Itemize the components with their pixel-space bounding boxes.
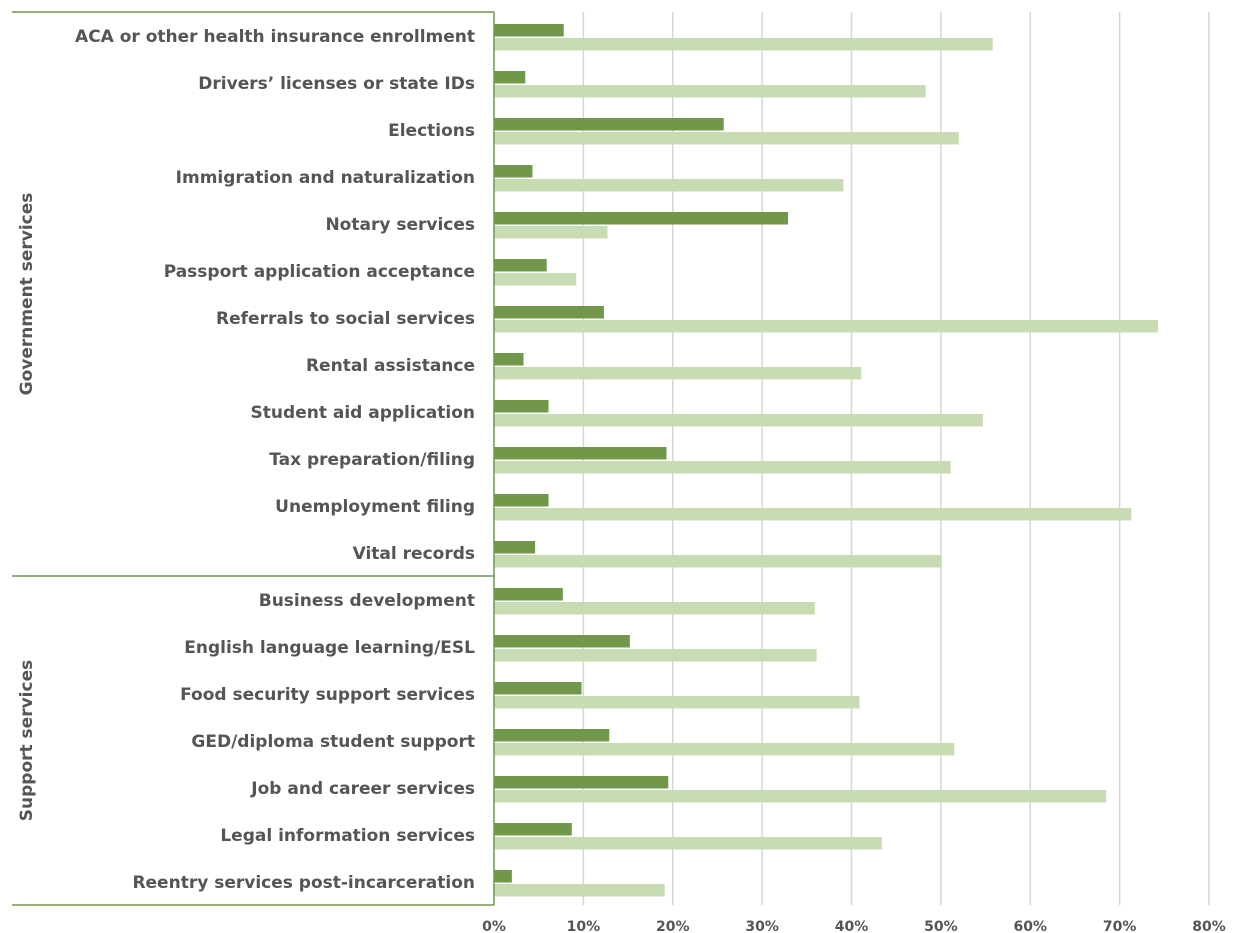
bar-series-2 (494, 884, 665, 897)
category-label: Job and career services (250, 779, 475, 799)
category-label: GED/diploma student support (191, 732, 475, 752)
bar-series-2 (494, 508, 1132, 521)
bar-series-2 (494, 696, 860, 709)
bar-series-1 (494, 870, 512, 883)
category-label: Unemployment filing (275, 497, 475, 517)
category-label: English language learning/ESL (184, 638, 475, 658)
bar-series-2 (494, 649, 817, 662)
category-label: Passport application acceptance (164, 262, 475, 282)
category-label: Legal information services (220, 826, 475, 846)
category-label: Business development (259, 591, 475, 611)
bar-series-2 (494, 555, 942, 568)
category-label: Reentry services post-incarceration (132, 873, 475, 893)
category-label: Vital records (353, 544, 475, 564)
bar-series-1 (494, 823, 572, 836)
category-label: Notary services (325, 215, 475, 235)
x-tick-label: 80% (1192, 919, 1226, 933)
bar-series-1 (494, 71, 526, 84)
bar-series-2 (494, 743, 955, 756)
bar-series-2 (494, 132, 959, 145)
x-tick-label: 10% (567, 919, 601, 933)
bar-series-2 (494, 837, 882, 850)
bar-series-1 (494, 729, 610, 742)
category-label: Drivers’ licenses or state IDs (198, 74, 475, 94)
bar-series-1 (494, 588, 563, 601)
bar-series-1 (494, 24, 564, 37)
bar-series-1 (494, 447, 667, 460)
category-label: Food security support services (180, 685, 475, 705)
x-tick-label: 70% (1103, 919, 1137, 933)
bar-series-1 (494, 306, 604, 319)
category-label: Student aid application (251, 403, 475, 423)
group-label: Support services (17, 660, 37, 821)
category-label: Rental assistance (306, 356, 475, 376)
x-tick-label: 50% (924, 919, 958, 933)
bar-series-1 (494, 259, 547, 272)
bar-series-2 (494, 790, 1107, 803)
bar-series-2 (494, 602, 815, 615)
bar-series-2 (494, 461, 951, 474)
bar-series-2 (494, 226, 608, 239)
bar-series-2 (494, 85, 926, 98)
x-tick-label: 30% (745, 919, 779, 933)
bar-series-2 (494, 367, 862, 380)
x-tick-label: 0% (482, 919, 506, 933)
bar-series-1 (494, 165, 533, 178)
category-label: Elections (388, 121, 475, 141)
bar-series-2 (494, 179, 844, 192)
category-label: Tax preparation/filing (269, 450, 475, 470)
bar-series-1 (494, 682, 582, 695)
bar-series-1 (494, 212, 789, 225)
bar-series-1 (494, 118, 724, 131)
bar-series-1 (494, 776, 669, 789)
x-tick-label: 20% (656, 919, 690, 933)
bar-series-1 (494, 400, 549, 413)
category-label: Immigration and naturalization (176, 168, 475, 188)
bar-series-1 (494, 494, 549, 507)
x-tick-label: 60% (1013, 919, 1047, 933)
x-tick-label: 40% (835, 919, 869, 933)
bar-series-2 (494, 38, 993, 51)
bar-series-2 (494, 273, 577, 286)
bar-series-2 (494, 320, 1159, 333)
bar-series-1 (494, 635, 630, 648)
bar-series-1 (494, 353, 524, 366)
bar-series-2 (494, 414, 983, 427)
group-label: Government services (17, 193, 37, 396)
bar-series-1 (494, 541, 536, 554)
category-label: Referrals to social services (216, 309, 475, 329)
category-label: ACA or other health insurance enrollment (75, 27, 475, 47)
